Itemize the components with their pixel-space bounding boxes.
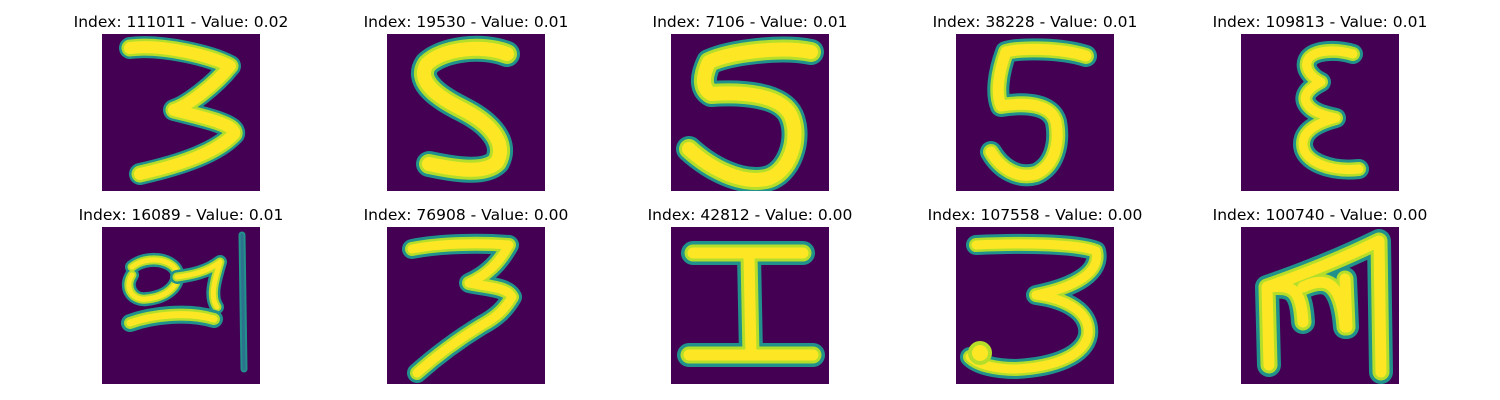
- glyph-svg: [119, 36, 245, 185]
- panel-title: Index: 38228 - Value: 0.01: [932, 13, 1138, 31]
- glyph-svg: [960, 233, 1107, 379]
- glyph-svg: [980, 38, 1097, 187]
- glyph-svg: [1255, 229, 1393, 384]
- letter-i-image: [671, 227, 829, 384]
- panel-title: Index: 42812 - Value: 0.00: [647, 206, 853, 224]
- glyph-svg: [1293, 40, 1369, 180]
- panel-title: Index: 111011 - Value: 0.02: [73, 13, 289, 31]
- letter-epsilon-image: [1241, 34, 1399, 191]
- panel-title: Index: 76908 - Value: 0.00: [363, 206, 569, 224]
- glyph-svg: [402, 233, 522, 383]
- digit-three-image: [956, 227, 1114, 384]
- glyph-svg: [676, 36, 824, 191]
- panel-title: Index: 7106 - Value: 0.01: [652, 13, 848, 31]
- glyph-svg: [121, 231, 248, 373]
- panel-title: Index: 19530 - Value: 0.01: [363, 13, 569, 31]
- panel-title: Index: 16089 - Value: 0.01: [78, 206, 284, 224]
- letter-m-image: [1241, 227, 1399, 384]
- scribble-image: [102, 227, 260, 384]
- digit-three-image: [102, 34, 260, 191]
- glyph-svg: [677, 241, 825, 367]
- digit-three-image: [387, 227, 545, 384]
- panel-title: Index: 100740 - Value: 0.00: [1212, 206, 1428, 224]
- panel-title: Index: 109813 - Value: 0.01: [1212, 13, 1428, 31]
- glyph-svg: [411, 35, 520, 183]
- digit-five-image: [671, 34, 829, 191]
- digit-five-image: [956, 34, 1114, 191]
- panel-title: Index: 107558 - Value: 0.00: [927, 206, 1143, 224]
- digit-five-image: [387, 34, 545, 191]
